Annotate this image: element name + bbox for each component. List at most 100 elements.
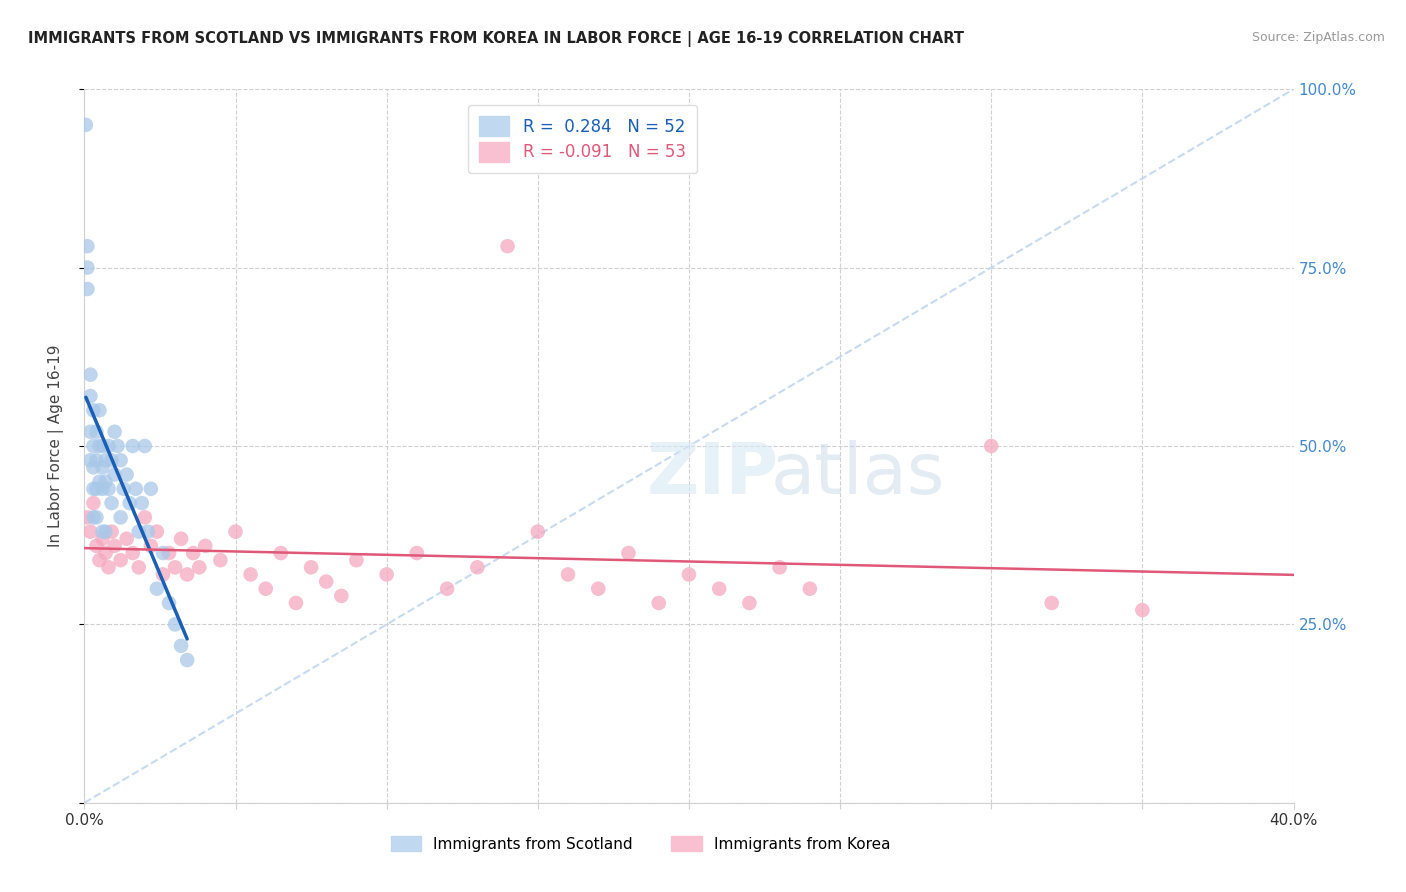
Point (125, 482, 148, 496)
Point (176, 653, 198, 667)
Point (86, 510, 108, 524)
Point (254, 582, 277, 596)
Point (104, 539, 127, 553)
Point (76, 510, 98, 524)
Point (94, 524, 117, 539)
Point (97, 482, 120, 496)
Point (100, 524, 122, 539)
Text: Source: ZipAtlas.com: Source: ZipAtlas.com (1251, 31, 1385, 45)
Point (588, 582, 610, 596)
Point (97, 439, 120, 453)
Point (436, 582, 458, 596)
Point (157, 596, 180, 610)
Point (82, 510, 104, 524)
Point (527, 524, 550, 539)
Point (89, 475, 111, 489)
Point (152, 567, 174, 582)
Point (139, 482, 162, 496)
Point (94, 546, 117, 560)
Point (157, 546, 180, 560)
Point (678, 567, 700, 582)
Point (91, 532, 114, 546)
Point (134, 439, 156, 453)
Point (121, 546, 143, 560)
Point (128, 524, 150, 539)
Point (239, 567, 262, 582)
Point (86, 425, 108, 439)
Point (104, 425, 127, 439)
Point (86, 482, 108, 496)
Point (1130, 603, 1153, 617)
Point (115, 532, 138, 546)
Point (346, 553, 368, 567)
Point (76, 260, 98, 275)
Point (91, 460, 114, 475)
Point (115, 467, 138, 482)
Point (94, 453, 117, 467)
Text: atlas: atlas (770, 440, 945, 509)
Point (299, 560, 322, 574)
Point (107, 439, 129, 453)
Point (285, 596, 308, 610)
Point (165, 560, 187, 574)
Point (100, 496, 122, 510)
Point (139, 539, 162, 553)
Y-axis label: In Labor Force | Age 16-19: In Labor Force | Age 16-19 (48, 344, 63, 548)
Point (128, 560, 150, 574)
Point (209, 553, 232, 567)
Point (769, 560, 792, 574)
Point (121, 439, 143, 453)
Point (1040, 596, 1063, 610)
Point (648, 596, 671, 610)
Point (104, 467, 127, 482)
Point (375, 567, 398, 582)
Point (330, 589, 353, 603)
Point (86, 453, 108, 467)
Text: ZIP: ZIP (647, 440, 779, 509)
Point (194, 539, 217, 553)
Point (170, 532, 193, 546)
Point (79, 524, 101, 539)
Point (89, 439, 111, 453)
Point (91, 482, 114, 496)
Point (110, 510, 132, 524)
Point (406, 546, 429, 560)
Point (170, 639, 193, 653)
Point (136, 524, 159, 539)
Point (315, 574, 337, 589)
Point (76, 282, 98, 296)
Point (82, 460, 104, 475)
Point (496, 239, 519, 253)
Point (112, 482, 135, 496)
Point (134, 510, 156, 524)
Point (181, 546, 204, 560)
Point (467, 560, 489, 574)
Point (82, 482, 104, 496)
Text: IMMIGRANTS FROM SCOTLAND VS IMMIGRANTS FROM KOREA IN LABOR FORCE | AGE 16-19 COR: IMMIGRANTS FROM SCOTLAND VS IMMIGRANTS F… (28, 31, 965, 47)
Point (75, 118, 97, 132)
Point (82, 496, 104, 510)
Point (94, 475, 117, 489)
Point (82, 403, 104, 417)
Point (76, 239, 98, 253)
Point (82, 439, 104, 453)
Point (146, 524, 169, 539)
Point (980, 439, 1002, 453)
Point (91, 524, 114, 539)
Point (97, 560, 120, 574)
Point (225, 524, 247, 539)
Point (709, 582, 731, 596)
Point (738, 596, 761, 610)
Point (79, 425, 101, 439)
Point (89, 403, 111, 417)
Point (131, 496, 153, 510)
Point (91, 439, 114, 453)
Point (79, 368, 101, 382)
Point (152, 546, 174, 560)
Point (270, 546, 292, 560)
Point (799, 582, 821, 596)
Point (100, 453, 122, 467)
Point (176, 567, 198, 582)
Point (146, 582, 169, 596)
Point (165, 617, 187, 632)
